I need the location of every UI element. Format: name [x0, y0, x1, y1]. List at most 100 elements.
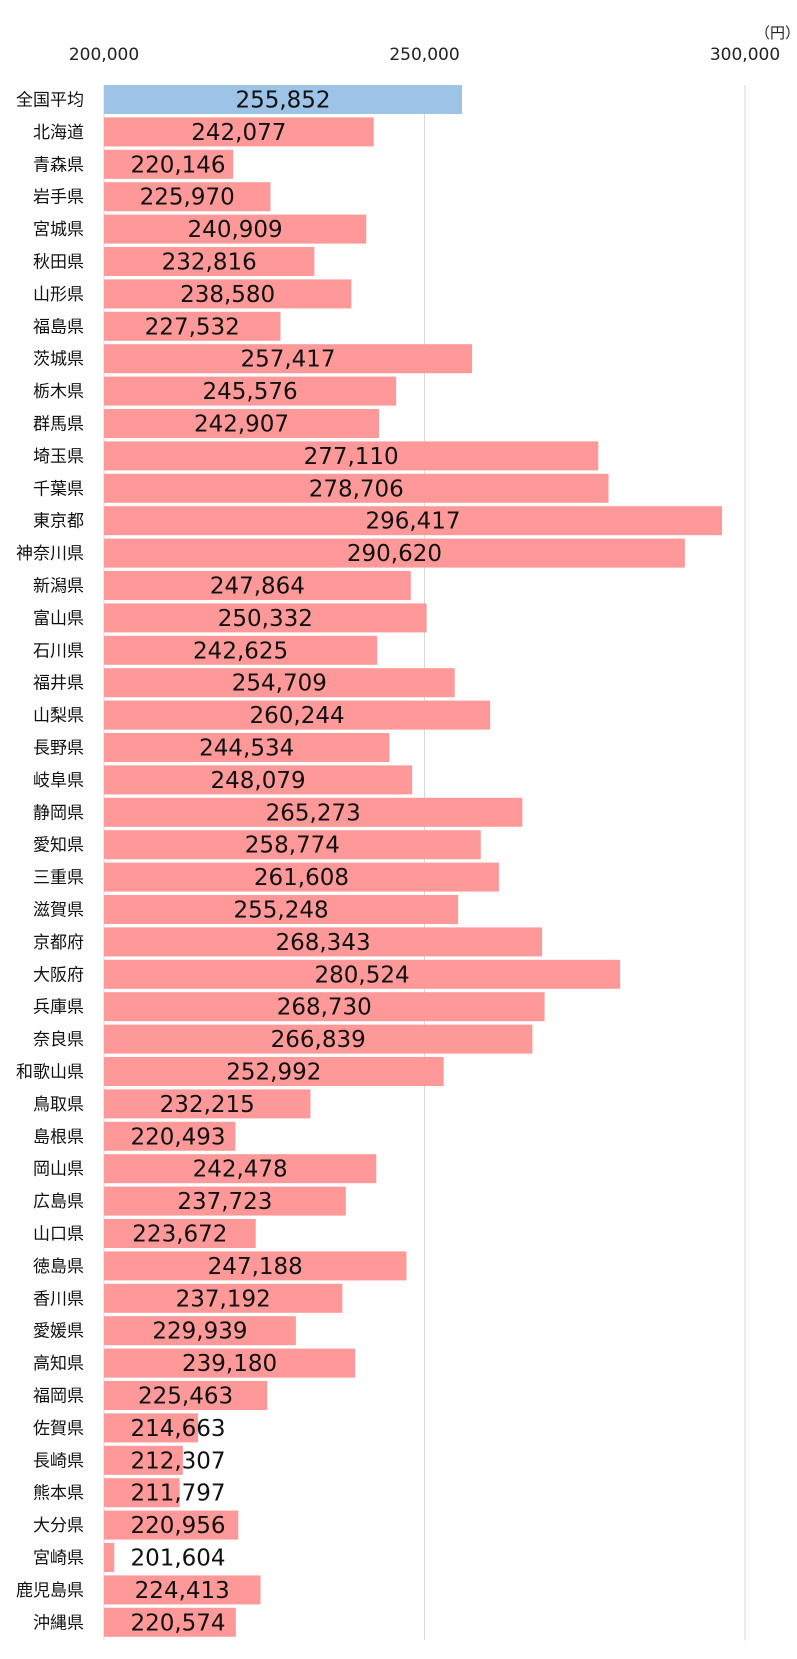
value-label: 296,417 [365, 509, 460, 535]
category-label: 佐賀県 [33, 1419, 84, 1439]
bar [104, 603, 427, 633]
bar [104, 1316, 296, 1346]
bar [104, 409, 380, 438]
bar [104, 247, 315, 276]
bar [104, 311, 281, 341]
bar [104, 506, 723, 536]
bar [104, 117, 374, 147]
bar [104, 1543, 115, 1572]
value-label: 211,797 [130, 1481, 225, 1507]
value-label: 252,992 [226, 1060, 321, 1086]
bar [104, 765, 413, 795]
category-labels: 全国平均北海道青森県岩手県宮城県秋田県山形県福島県茨城県栃木県群馬県埼玉県千葉県… [16, 91, 84, 1634]
value-label: 240,909 [188, 217, 283, 243]
category-label: 富山県 [33, 609, 84, 629]
category-label: 東京都 [33, 512, 84, 532]
value-label: 260,244 [250, 703, 345, 729]
value-label: 212,307 [130, 1448, 225, 1474]
bar [104, 862, 499, 892]
category-label: 青森県 [33, 155, 84, 175]
category-label: 茨城県 [33, 350, 84, 370]
bar [104, 441, 599, 471]
category-label: 群馬県 [33, 415, 84, 435]
value-label: 229,939 [152, 1319, 247, 1345]
category-label: 大分県 [33, 1516, 84, 1536]
category-label: 全国平均 [16, 91, 84, 111]
category-label: 宮崎県 [33, 1549, 84, 1569]
bar [104, 1413, 198, 1443]
category-label: 香川県 [33, 1289, 84, 1309]
value-label: 244,534 [199, 736, 294, 762]
bar [104, 1510, 239, 1540]
value-label: 255,852 [235, 88, 330, 114]
bar [104, 1381, 268, 1410]
value-label: 237,192 [176, 1286, 271, 1312]
value-label: 223,672 [132, 1222, 227, 1248]
bar [104, 149, 234, 179]
category-label: 福島県 [33, 317, 84, 337]
bar [104, 376, 397, 406]
category-label: 山形県 [33, 285, 84, 305]
value-label: 268,343 [275, 930, 370, 956]
category-label: 広島県 [33, 1192, 84, 1212]
category-label: 愛知県 [33, 836, 84, 856]
bar [104, 1575, 261, 1605]
category-label: 栃木県 [33, 382, 84, 402]
value-label: 239,180 [182, 1351, 277, 1377]
x-tick-label: 200,000 [69, 45, 139, 65]
bar [104, 538, 685, 568]
category-label: 島根県 [33, 1127, 84, 1147]
value-label: 237,723 [177, 1189, 272, 1215]
bar [104, 700, 491, 730]
category-label: 岐阜県 [33, 771, 84, 791]
category-label: 愛媛県 [33, 1322, 84, 1342]
value-label: 242,907 [194, 412, 289, 438]
bar [104, 1089, 311, 1119]
value-label: 242,625 [193, 638, 288, 664]
category-label: 山梨県 [33, 706, 84, 726]
value-label: 220,493 [130, 1124, 225, 1150]
value-label: 224,413 [135, 1578, 230, 1604]
unit-label: （円） [755, 24, 797, 42]
value-label: 232,816 [162, 250, 257, 276]
value-label: 290,620 [347, 541, 442, 567]
x-tick-label: 250,000 [389, 45, 459, 65]
category-label: 長野県 [33, 739, 84, 759]
category-label: 石川県 [33, 641, 84, 661]
bar [104, 1445, 183, 1475]
category-label: 山口県 [33, 1225, 84, 1245]
category-label: 沖縄県 [33, 1613, 84, 1633]
bar [104, 1186, 346, 1216]
bar [104, 1154, 377, 1184]
value-label: 214,663 [130, 1416, 225, 1442]
value-label: 225,463 [138, 1384, 233, 1410]
value-label: 258,774 [245, 833, 340, 859]
category-label: 大阪府 [33, 965, 84, 985]
value-label: 277,110 [304, 444, 399, 470]
value-label: 247,188 [208, 1254, 303, 1280]
category-label: 静岡県 [33, 803, 84, 823]
bar [104, 797, 523, 827]
category-label: 宮城県 [33, 220, 84, 240]
bar [104, 344, 473, 374]
value-label: 278,706 [309, 476, 404, 502]
value-label: 280,524 [315, 962, 410, 988]
bar-national-average [104, 85, 463, 114]
category-label: 徳島県 [33, 1257, 84, 1277]
value-label: 245,576 [203, 379, 298, 405]
value-label: 242,077 [191, 120, 286, 146]
value-label: 225,970 [140, 185, 235, 211]
value-label: 268,730 [277, 995, 372, 1021]
bar [104, 279, 352, 309]
value-label: 227,532 [145, 314, 240, 340]
category-label: 和歌山県 [16, 1063, 84, 1083]
bar [104, 1478, 180, 1508]
value-label: 261,608 [254, 865, 349, 891]
bar [104, 214, 367, 244]
bar [104, 927, 543, 957]
category-label: 福岡県 [33, 1387, 84, 1407]
bar [104, 830, 481, 860]
category-label: 岩手県 [33, 188, 84, 208]
category-label: 岡山県 [33, 1160, 84, 1180]
bar [104, 182, 271, 212]
